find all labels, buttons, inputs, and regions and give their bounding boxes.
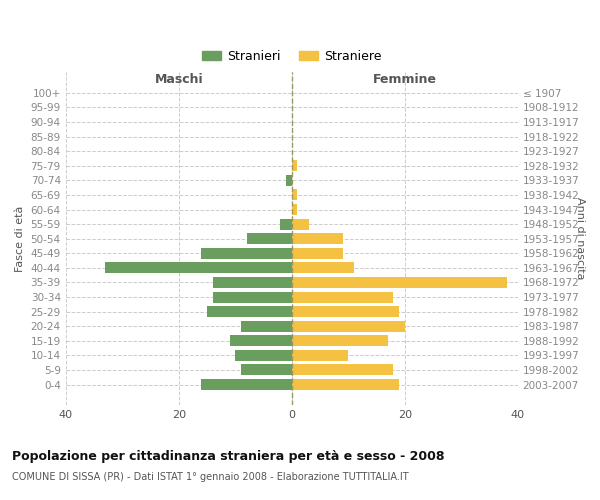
Bar [292, 248, 343, 258]
Bar [292, 379, 399, 390]
Bar [292, 336, 388, 346]
Bar [292, 218, 309, 230]
Legend: Stranieri, Straniere: Stranieri, Straniere [197, 45, 386, 68]
Bar [241, 320, 292, 332]
Bar [292, 292, 394, 302]
Y-axis label: Fasce di età: Fasce di età [15, 206, 25, 272]
Bar [292, 190, 298, 200]
Bar [292, 262, 354, 274]
Bar [105, 262, 292, 274]
Bar [292, 350, 348, 361]
Bar [230, 336, 292, 346]
Bar [202, 379, 292, 390]
Bar [235, 350, 292, 361]
Bar [292, 320, 405, 332]
Bar [212, 292, 292, 302]
Bar [292, 160, 298, 171]
Text: COMUNE DI SISSA (PR) - Dati ISTAT 1° gennaio 2008 - Elaborazione TUTTITALIA.IT: COMUNE DI SISSA (PR) - Dati ISTAT 1° gen… [12, 472, 409, 482]
Bar [292, 364, 394, 376]
Bar [207, 306, 292, 317]
Bar [292, 233, 343, 244]
Text: Femmine: Femmine [373, 73, 437, 86]
Text: Maschi: Maschi [154, 73, 203, 86]
Bar [292, 204, 298, 215]
Text: Popolazione per cittadinanza straniera per età e sesso - 2008: Popolazione per cittadinanza straniera p… [12, 450, 445, 463]
Bar [241, 364, 292, 376]
Bar [212, 277, 292, 288]
Bar [292, 306, 399, 317]
Bar [202, 248, 292, 258]
Bar [286, 175, 292, 186]
Y-axis label: Anni di nascita: Anni di nascita [575, 198, 585, 280]
Bar [292, 277, 506, 288]
Bar [247, 233, 292, 244]
Bar [280, 218, 292, 230]
